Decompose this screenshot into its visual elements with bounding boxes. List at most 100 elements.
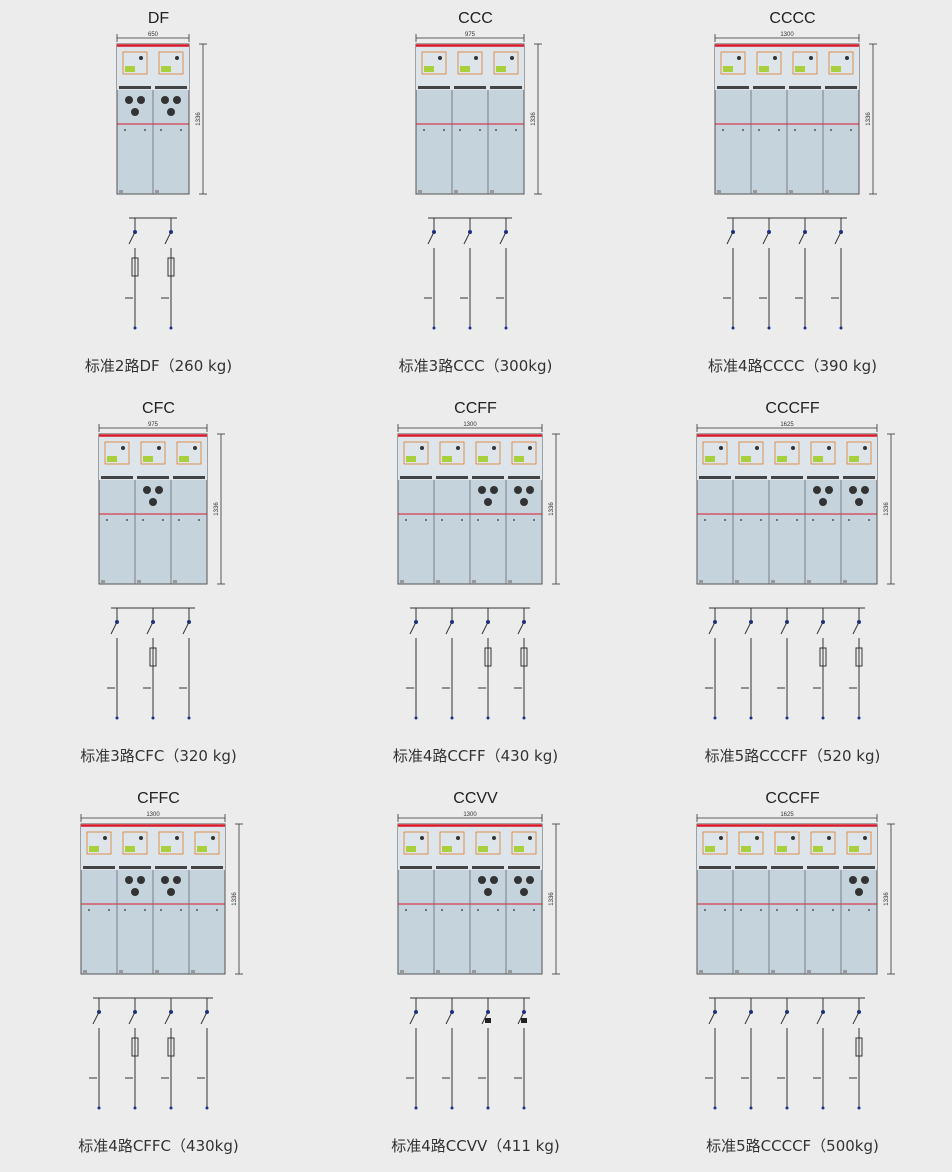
mimic-frame <box>403 831 429 855</box>
switch-blade <box>744 621 752 635</box>
indicator-plate <box>849 846 859 852</box>
base-foot <box>771 970 775 973</box>
unit-caption: 标准5路CCCFF（520 kg) <box>704 747 881 765</box>
fuse-symbol <box>819 647 827 667</box>
door-bolt <box>479 129 481 131</box>
door-bolt <box>108 909 110 911</box>
door-bolt <box>760 519 762 521</box>
interlock-bar <box>843 476 875 479</box>
base-foot <box>436 970 440 973</box>
switch-blade <box>852 621 860 635</box>
door-bolt <box>495 129 497 131</box>
unit-card-cccc: CCCC 1300 1336 标准4路CCCC（390 kg) <box>634 0 951 390</box>
door-bolt <box>515 129 517 131</box>
fuse-holder-knob <box>514 876 522 884</box>
door-bolt <box>405 909 407 911</box>
interlock-bar <box>490 86 522 89</box>
indicator-plate <box>161 846 171 852</box>
indicator-lamp <box>121 446 125 450</box>
indicator-plate <box>705 456 715 462</box>
interlock-bar <box>119 866 151 869</box>
cable-terminal <box>821 1106 825 1110</box>
indicator-lamp <box>528 446 532 450</box>
cable-terminal <box>169 1106 173 1110</box>
door-bolt <box>513 519 515 521</box>
mimic-frame <box>194 831 220 855</box>
fuse-holder-knob <box>155 486 163 494</box>
door-bolt <box>760 909 762 911</box>
mimic-frame <box>493 51 519 75</box>
base-foot <box>843 970 847 973</box>
door-bolt <box>830 129 832 131</box>
unit-caption: 标准5路CCCCF（500kg) <box>706 1137 879 1155</box>
indicator-plate <box>705 846 715 852</box>
door-bolt <box>162 519 164 521</box>
indicator-lamp <box>139 56 143 60</box>
interlock-bar <box>771 866 803 869</box>
indicator-plate <box>741 846 751 852</box>
cable-terminal <box>414 716 418 720</box>
base-foot <box>155 190 159 193</box>
switch-blade <box>816 621 824 635</box>
base-foot <box>508 580 512 583</box>
unit-card-df: DF 650 1336 标准2路DF（260 kg) <box>0 0 317 390</box>
mimic-frame <box>158 831 184 855</box>
cable-terminal <box>857 716 861 720</box>
unit-caption: 标准4路CFFC（430kg) <box>78 1137 239 1155</box>
fuse-holder-knob <box>520 498 528 506</box>
indicator-lamp <box>103 836 107 840</box>
indicator-plate <box>89 846 99 852</box>
door-bolt <box>425 909 427 911</box>
interlock-bar <box>807 866 839 869</box>
base-foot <box>735 580 739 583</box>
switch-blade <box>499 231 507 245</box>
cable-terminal <box>414 1106 418 1110</box>
width-label: 975 <box>148 422 159 428</box>
indicator-plate <box>442 846 452 852</box>
door-bolt <box>459 129 461 131</box>
door-bolt <box>848 519 850 521</box>
door-bolt <box>533 519 535 521</box>
door-bolt <box>144 909 146 911</box>
fuse-holder-knob <box>137 96 145 104</box>
door-bolt <box>513 909 515 911</box>
base-foot <box>472 580 476 583</box>
width-label: 1300 <box>463 812 477 818</box>
indicator-plate <box>125 846 135 852</box>
door-bolt <box>441 909 443 911</box>
cable-terminal <box>522 1106 526 1110</box>
fuse-holder-knob <box>143 486 151 494</box>
cable-terminal <box>432 326 436 330</box>
interlock-bar <box>101 476 133 479</box>
fuse-symbol <box>520 647 528 667</box>
fuse-holder-knob <box>526 486 534 494</box>
interlock-bar <box>454 86 486 89</box>
fuse-holder-knob <box>526 876 534 884</box>
indicator-plate <box>741 456 751 462</box>
indicator-plate <box>179 456 189 462</box>
fuse-holder-knob <box>131 888 139 896</box>
indicator-plate <box>197 846 207 852</box>
cable-terminal <box>767 326 771 330</box>
fuse-holder-knob <box>855 888 863 896</box>
interlock-bar <box>418 86 450 89</box>
interlock-bar <box>137 476 169 479</box>
switch-blade <box>146 621 154 635</box>
cable-terminal <box>169 326 173 330</box>
door-bolt <box>778 129 780 131</box>
width-label: 1300 <box>780 32 794 38</box>
unit-title: CCCC <box>769 10 816 27</box>
unit-title: CFC <box>142 400 175 417</box>
mimic-frame <box>122 51 148 75</box>
fuse-holder-knob <box>125 96 133 104</box>
door-bolt <box>160 129 162 131</box>
fuse-holder-knob <box>167 108 175 116</box>
fuse-holder-knob <box>490 486 498 494</box>
mimic-frame <box>702 831 728 855</box>
door-bolt <box>178 519 180 521</box>
door-bolt <box>796 519 798 521</box>
fuse-holder-knob <box>484 498 492 506</box>
fuse-symbol <box>131 257 139 277</box>
door-bolt <box>868 909 870 911</box>
unit-title: CCC <box>458 10 493 27</box>
